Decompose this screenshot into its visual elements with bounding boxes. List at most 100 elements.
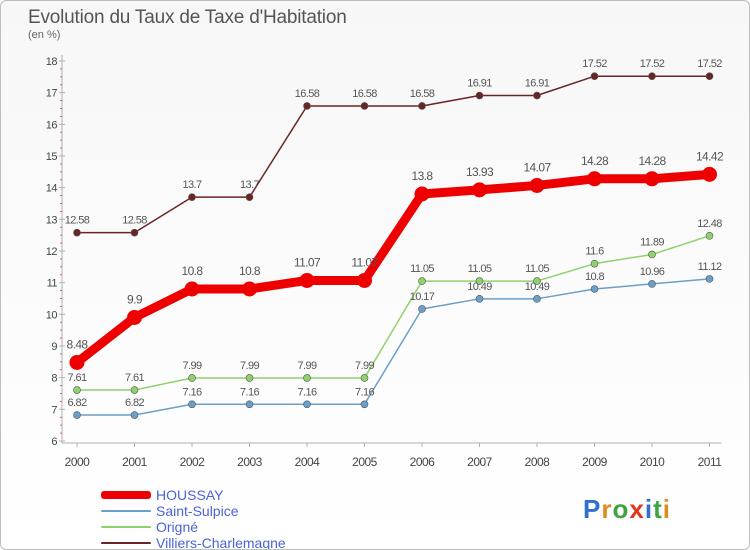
data-label-houssay: 13.93 xyxy=(466,165,494,179)
data-point-villiers-charlemagne xyxy=(648,72,656,80)
legend-swatch-villiers xyxy=(101,542,151,544)
data-label-orign: 11.89 xyxy=(640,236,664,248)
data-label-houssay: 14.07 xyxy=(523,160,551,174)
legend-label: Villiers-Charlemagne xyxy=(156,535,286,550)
data-label-orign: 11.05 xyxy=(468,263,492,275)
data-point-orign xyxy=(245,374,254,382)
series-line-orign xyxy=(76,235,711,391)
data-point-houssay xyxy=(414,186,430,202)
y-tick-label: 17 xyxy=(46,88,58,100)
data-point-houssay xyxy=(184,281,200,297)
x-tick-label: 2002 xyxy=(180,455,206,469)
data-label-villiers-charlemagne: 16.91 xyxy=(467,78,492,90)
data-point-orign xyxy=(475,277,484,285)
data-label-saint-sulpice: 10.49 xyxy=(467,281,492,293)
data-label-villiers-charlemagne: 17.52 xyxy=(640,58,665,70)
y-tick-label: 10 xyxy=(46,309,58,321)
y-tick-label: 6 xyxy=(51,436,57,448)
data-label-houssay: 9.9 xyxy=(127,293,143,307)
data-label-saint-sulpice: 11.12 xyxy=(698,261,722,273)
data-point-orign xyxy=(360,374,369,382)
data-point-houssay xyxy=(127,310,142,325)
data-label-saint-sulpice: 7.16 xyxy=(240,386,259,398)
data-point-villiers-charlemagne xyxy=(130,228,139,237)
y-tick-label: 11 xyxy=(47,278,58,290)
legend-swatch-origne xyxy=(101,526,151,528)
data-point-villiers-charlemagne xyxy=(475,91,484,100)
chart-subtitle: (en %) xyxy=(28,29,61,41)
data-point-orign xyxy=(188,374,196,382)
data-label-orign: 7.99 xyxy=(355,360,374,372)
data-point-houssay xyxy=(644,171,660,187)
proxiti-logo: Proxiti xyxy=(583,494,671,525)
logo-letter: x xyxy=(629,494,645,524)
data-point-villiers-charlemagne xyxy=(533,91,541,100)
data-label-villiers-charlemagne: 12.58 xyxy=(122,215,147,227)
legend: HOUSSAY Saint-Sulpice Origné Villiers-Ch… xyxy=(101,487,286,550)
data-point-houssay xyxy=(69,354,85,370)
data-label-villiers-charlemagne: 17.52 xyxy=(697,58,722,70)
logo-letter: o xyxy=(612,494,630,524)
legend-label: Origné xyxy=(156,519,199,535)
data-point-orign xyxy=(418,277,426,285)
data-label-orign: 11.6 xyxy=(585,246,604,258)
legend-swatch-saint-sulpice xyxy=(101,510,151,512)
y-tick-label: 14 xyxy=(46,183,58,195)
data-point-villiers-charlemagne xyxy=(245,193,254,201)
data-label-saint-sulpice: 7.16 xyxy=(355,386,374,398)
y-tick-label: 15 xyxy=(46,151,58,163)
y-tick-label: 16 xyxy=(46,119,58,131)
x-tick-label: 2001 xyxy=(122,455,148,469)
data-label-saint-sulpice: 7.16 xyxy=(182,386,201,398)
data-point-villiers-charlemagne xyxy=(590,72,599,80)
y-tick-label: 13 xyxy=(46,214,58,226)
x-tick-label: 2011 xyxy=(698,455,723,469)
x-tick-label: 2009 xyxy=(582,455,608,469)
data-point-houssay xyxy=(529,177,545,193)
data-point-houssay xyxy=(587,171,602,187)
data-label-orign: 11.05 xyxy=(525,263,549,275)
data-point-villiers-charlemagne xyxy=(705,72,714,80)
data-point-saint-sulpice xyxy=(533,295,541,303)
data-label-houssay: 13.8 xyxy=(412,169,434,183)
x-tick-label: 2004 xyxy=(295,455,321,469)
data-label-saint-sulpice: 10.96 xyxy=(640,266,665,278)
legend-label: HOUSSAY xyxy=(156,487,224,503)
logo-letter: i xyxy=(644,494,654,524)
x-tick-label: 2000 xyxy=(65,455,91,469)
data-point-houssay xyxy=(299,272,315,288)
data-label-villiers-charlemagne: 16.58 xyxy=(295,88,320,100)
data-point-saint-sulpice xyxy=(590,285,599,293)
data-label-orign: 11.05 xyxy=(410,263,434,275)
data-label-houssay: 11.07 xyxy=(351,255,378,269)
data-point-saint-sulpice xyxy=(245,400,254,409)
data-label-orign: 7.99 xyxy=(182,360,201,372)
data-point-orign xyxy=(73,386,81,394)
series-line-saint-sulpice xyxy=(76,278,711,416)
logo-letter: P xyxy=(583,494,602,524)
y-tick-label: 18 xyxy=(46,56,58,68)
data-label-villiers-charlemagne: 13.7 xyxy=(240,179,259,191)
legend-swatch-houssay xyxy=(101,491,151,499)
x-tick-label: 2010 xyxy=(640,455,666,469)
data-label-saint-sulpice: 6.82 xyxy=(67,397,86,409)
data-label-houssay: 8.48 xyxy=(67,337,89,351)
data-label-villiers-charlemagne: 12.58 xyxy=(65,215,90,227)
legend-item-villiers: Villiers-Charlemagne xyxy=(101,535,286,550)
data-point-villiers-charlemagne xyxy=(188,193,196,201)
data-point-saint-sulpice xyxy=(130,411,139,419)
data-label-houssay: 14.42 xyxy=(696,149,724,163)
data-label-orign: 7.99 xyxy=(297,360,316,372)
data-label-houssay: 11.07 xyxy=(294,255,321,269)
data-label-villiers-charlemagne: 16.58 xyxy=(410,88,435,100)
data-point-saint-sulpice xyxy=(705,275,714,283)
data-point-saint-sulpice xyxy=(360,400,369,409)
data-point-saint-sulpice xyxy=(73,411,81,419)
data-label-saint-sulpice: 6.82 xyxy=(125,397,144,409)
legend-item-saint-sulpice: Saint-Sulpice xyxy=(101,503,286,519)
data-point-villiers-charlemagne xyxy=(360,102,369,110)
x-tick-label: 2006 xyxy=(410,455,436,469)
x-tick-label: 2005 xyxy=(352,455,378,469)
data-point-houssay xyxy=(242,281,257,297)
